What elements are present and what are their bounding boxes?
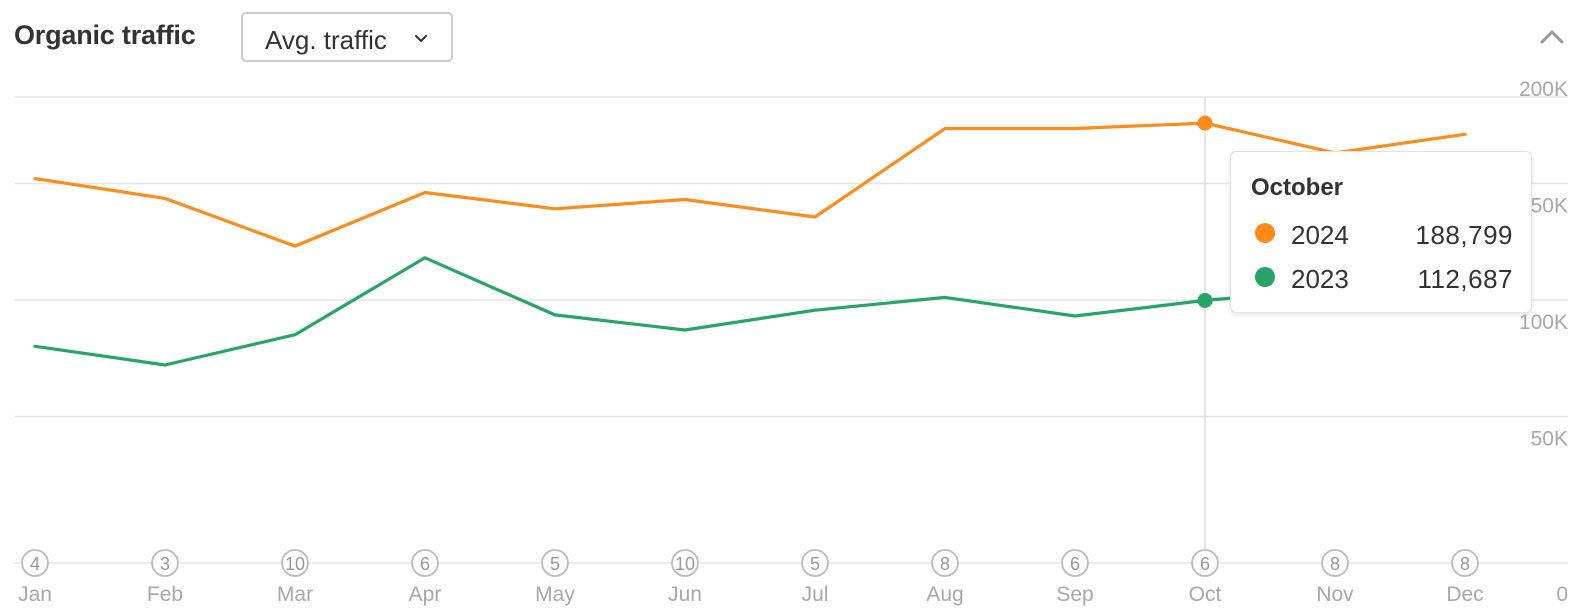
x-tick-label: Apr xyxy=(409,583,442,606)
tooltip-series-name: 2023 xyxy=(1291,264,1349,294)
event-marker[interactable]: 6 xyxy=(1191,549,1219,577)
tooltip-series-name: 2024 xyxy=(1291,220,1349,250)
event-marker-circle xyxy=(1191,549,1219,577)
series-color-dot xyxy=(1255,267,1275,287)
event-marker-count: 3 xyxy=(160,554,170,574)
tooltip-series-value: 188,799 xyxy=(1415,220,1513,250)
event-marker-count: 6 xyxy=(1200,554,1210,574)
series-line-2023 xyxy=(33,256,1467,367)
tooltip-title: October xyxy=(1251,174,1344,201)
x-axis-ticks: Jan Feb Mar Apr May Jun Jul Aug Sep Oct Nov Dec xyxy=(18,583,1484,606)
event-marker-circle xyxy=(1451,549,1479,577)
tooltip-series-value: 112,687 xyxy=(1417,264,1513,294)
event-marker-count: 8 xyxy=(1330,554,1340,574)
x-tick-label: Mar xyxy=(277,583,313,606)
x-tick-label: Aug xyxy=(926,583,963,606)
data-tooltip: October 2024 188,799 2023 112,687 xyxy=(1230,151,1532,313)
event-marker[interactable]: 3 xyxy=(151,549,179,577)
event-marker-circle xyxy=(671,549,699,577)
series-color-dot xyxy=(1255,223,1275,243)
event-marker-circle xyxy=(801,549,829,577)
event-marker-circle xyxy=(931,549,959,577)
chevron-down-icon xyxy=(413,31,429,47)
chart-header: Organic traffic Avg. traffic xyxy=(0,0,1590,80)
metric-dropdown-label: Avg. traffic xyxy=(265,25,387,55)
event-marker[interactable]: 6 xyxy=(411,549,439,577)
collapse-button[interactable] xyxy=(1537,22,1567,50)
x-tick-label: Jul xyxy=(802,583,829,606)
series-line-2024 xyxy=(33,121,1467,248)
x-tick-label: May xyxy=(535,583,575,606)
tooltip-row-2023: 2023 112,687 xyxy=(1251,262,1513,294)
event-marker-circle xyxy=(21,549,49,577)
series-lines xyxy=(33,115,1467,367)
x-tick-label: Feb xyxy=(147,583,183,606)
event-marker-circle xyxy=(281,549,309,577)
event-marker-count: 5 xyxy=(810,554,820,574)
event-marker-count: 10 xyxy=(675,554,695,574)
metric-dropdown[interactable]: Avg. traffic xyxy=(241,12,453,62)
event-marker-count: 8 xyxy=(940,554,950,574)
event-marker[interactable]: 8 xyxy=(1451,549,1479,577)
event-marker-circle xyxy=(1321,549,1349,577)
event-marker[interactable]: 5 xyxy=(801,549,829,577)
event-marker-count: 5 xyxy=(550,554,560,574)
highlight-point-2024 xyxy=(1197,115,1213,131)
event-marker-circle xyxy=(151,549,179,577)
event-marker[interactable]: 5 xyxy=(541,549,569,577)
tooltip-row-2024: 2024 188,799 xyxy=(1251,218,1513,250)
y-tick-label: 0 xyxy=(1556,583,1568,606)
x-tick-label: Oct xyxy=(1189,583,1222,606)
x-tick-label: Dec xyxy=(1446,583,1483,606)
y-tick-label: 50K xyxy=(1531,428,1568,451)
y-tick-label: 100K xyxy=(1519,311,1568,334)
chevron-up-icon xyxy=(1540,30,1564,44)
event-marker-circle xyxy=(1061,549,1089,577)
event-marker-count: 6 xyxy=(1070,554,1080,574)
x-tick-label: Jan xyxy=(18,583,52,606)
x-tick-label: Jun xyxy=(668,583,702,606)
event-marker[interactable]: 10 xyxy=(281,549,309,577)
chart-title: Organic traffic xyxy=(14,20,196,50)
x-tick-label: Sep xyxy=(1056,583,1093,606)
event-marker-circle xyxy=(411,549,439,577)
event-marker-circle xyxy=(541,549,569,577)
event-marker-count: 10 xyxy=(285,554,305,574)
event-marker-count: 4 xyxy=(30,554,40,574)
event-marker[interactable]: 8 xyxy=(931,549,959,577)
event-marker-count: 8 xyxy=(1460,554,1470,574)
highlight-point-2023 xyxy=(1197,292,1213,308)
event-marker-count: 6 xyxy=(420,554,430,574)
y-tick-label: 200K xyxy=(1519,78,1568,101)
event-marker[interactable]: 6 xyxy=(1061,549,1089,577)
event-marker[interactable]: 8 xyxy=(1321,549,1349,577)
event-markers[interactable]: 4 3 10 6 5 10 5 8 6 6 8 8 xyxy=(21,549,1479,577)
event-marker[interactable]: 4 xyxy=(21,549,49,577)
event-marker[interactable]: 10 xyxy=(671,549,699,577)
x-tick-label: Nov xyxy=(1316,583,1354,606)
